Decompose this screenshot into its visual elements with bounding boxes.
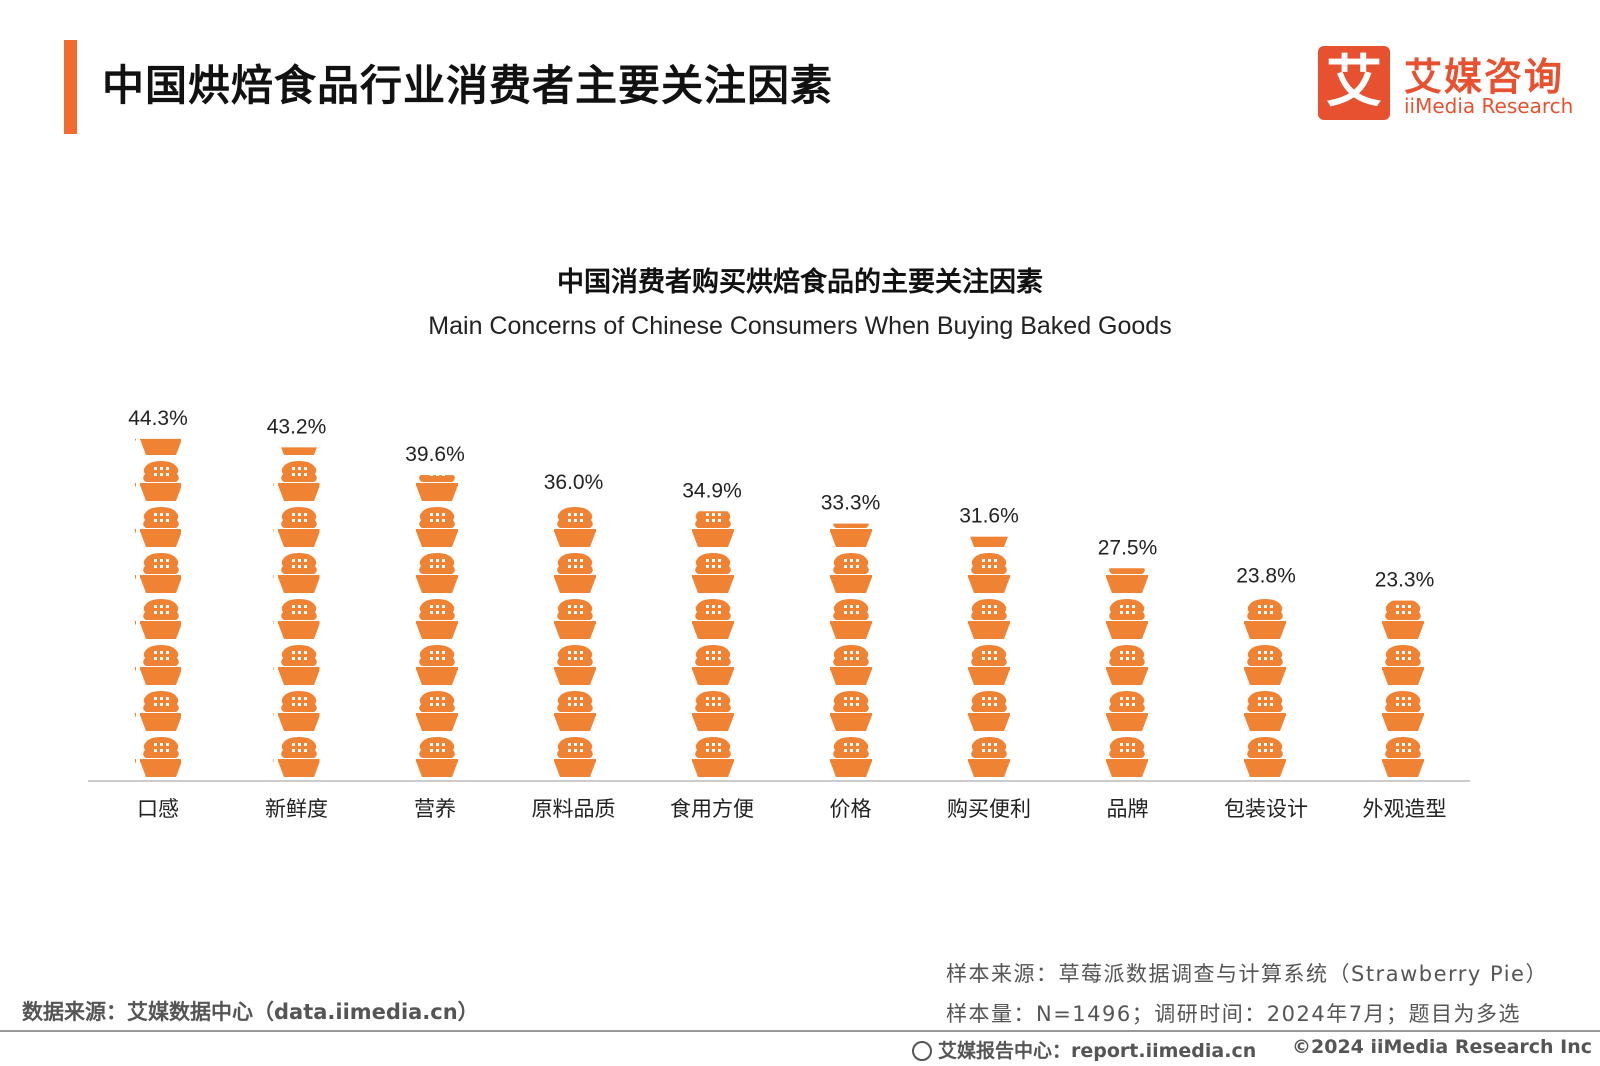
bar-3: [412, 475, 458, 780]
category-label-2: 新鲜度: [265, 797, 328, 821]
bar-7: [966, 536, 1012, 780]
bar-4: [550, 502, 597, 780]
value-label-8: 27.5%: [1098, 536, 1158, 559]
logo-name-cn: 艾媒咨询: [1404, 55, 1565, 99]
value-label-6: 33.3%: [821, 492, 881, 515]
category-label-5: 食用方便: [670, 797, 754, 821]
category-label-3: 营养: [414, 797, 456, 821]
logo-name-en: iiMedia Research: [1404, 94, 1574, 118]
category-label-8: 品牌: [1107, 797, 1149, 821]
category-label-7: 购买便利: [947, 797, 1031, 821]
iimedia-logo: 艾 艾媒咨询 iiMedia Research: [1318, 46, 1583, 122]
report-center-text: 艾媒报告中心：report.iimedia.cn: [938, 1040, 1257, 1062]
report-center: 艾媒报告中心：report.iimedia.cn: [912, 1036, 1256, 1063]
bar-2: [273, 447, 320, 780]
sample-source-note: 样本来源：草莓派数据调查与计算系统（Strawberry Pie）: [946, 962, 1548, 986]
value-label-5: 34.9%: [682, 479, 742, 502]
sample-size-note: 样本量：N=1496；调研时间：2024年7月；题目为多选: [946, 1002, 1522, 1026]
data-source: 数据来源：艾媒数据中心（data.iimedia.cn）: [22, 1000, 479, 1024]
logo-mark-icon: 艾: [1318, 46, 1390, 120]
bar-5: [689, 511, 735, 780]
chart-title: 中国消费者购买烘焙食品的主要关注因素: [557, 267, 1043, 298]
category-label-4: 原料品质: [532, 797, 616, 821]
value-label-4: 36.0%: [544, 471, 604, 494]
category-label-10: 外观造型: [1363, 797, 1447, 821]
category-label-6: 价格: [830, 797, 872, 821]
globe-icon: [912, 1041, 932, 1061]
value-label-10: 23.3%: [1375, 569, 1435, 592]
footer-divider: [0, 1030, 1600, 1032]
bar-1: [135, 438, 181, 780]
copyright: ©2024 iiMedia Research Inc: [1292, 1036, 1593, 1058]
bar-8: [1104, 568, 1151, 780]
value-label-9: 23.8%: [1236, 565, 1296, 588]
category-label-9: 包装设计: [1224, 797, 1308, 821]
bar-chart: 44.3% 口感 43.2% 新鲜度 39.6% 营养 36.0% 原料品质 34.9% 食用方便…: [88, 407, 1470, 821]
chart-subtitle: Main Concerns of Chinese Consumers When …: [428, 312, 1172, 340]
bar-10: [1381, 600, 1428, 780]
page-title: 中国烘焙食品行业消费者主要关注因素: [102, 61, 834, 110]
category-label-1: 口感: [137, 797, 179, 821]
title-accent-bar: [64, 40, 77, 134]
value-label-1: 44.3%: [128, 407, 188, 430]
bar-9: [1243, 596, 1289, 780]
bar-6: [827, 523, 874, 780]
value-label-3: 39.6%: [405, 443, 465, 466]
value-label-2: 43.2%: [267, 415, 327, 438]
value-label-7: 31.6%: [959, 505, 1019, 528]
